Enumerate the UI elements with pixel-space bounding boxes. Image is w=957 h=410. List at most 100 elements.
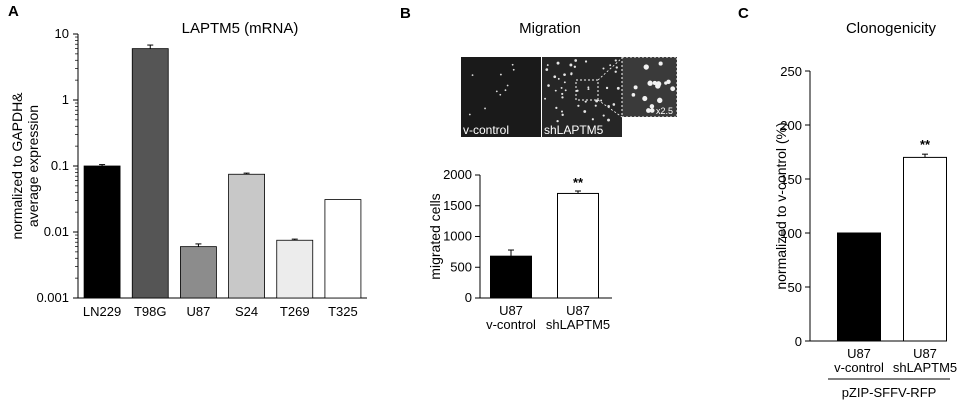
cell-dot xyxy=(609,64,612,67)
cell-dot xyxy=(646,108,651,113)
chart-b-bar xyxy=(490,255,532,299)
micrograph-shlaptm5-field xyxy=(542,57,622,137)
cell-dot xyxy=(605,86,609,90)
micrograph-zoom-line-top xyxy=(597,57,623,81)
chart-c-group-label: pZIP-SFFV-RFP xyxy=(842,385,937,400)
cell-dot xyxy=(563,73,566,77)
cell-dot xyxy=(573,65,577,68)
cell-dot xyxy=(574,59,578,62)
chart-a-bar xyxy=(276,239,314,299)
chart-c-significance: ** xyxy=(920,137,931,152)
cell-dot xyxy=(595,99,599,103)
cell-dot xyxy=(555,106,558,110)
chart-b-y-tick-label: 0 xyxy=(465,290,472,305)
cell-dot xyxy=(643,64,649,70)
chart-b-bar xyxy=(557,192,599,299)
chart-c-x-tick-label-line2: v-control xyxy=(834,360,884,375)
cell-dot xyxy=(615,66,618,69)
panel-letter-a: A xyxy=(8,3,19,20)
cell-dot xyxy=(577,104,580,107)
cell-dot xyxy=(657,97,663,104)
cell-dot xyxy=(556,61,560,65)
chart-c-bar xyxy=(903,156,947,342)
cell-dot xyxy=(561,96,564,99)
cell-dot xyxy=(631,93,636,97)
cell-dot xyxy=(546,64,549,66)
cell-dot xyxy=(607,118,610,122)
chart-b-x-tick-label-line2: v-control xyxy=(486,317,536,332)
cell-dot xyxy=(584,100,587,103)
chart-c-y-label: normalized to v-control (%) xyxy=(773,122,789,289)
cell-dot xyxy=(511,63,514,66)
cell-dot xyxy=(471,74,474,77)
chart-a-x-tick-label: U87 xyxy=(186,304,210,319)
cell-dot xyxy=(583,110,587,113)
chart-a-y-tick-label: 0.001 xyxy=(36,290,69,305)
micrograph-zoom-region xyxy=(575,79,599,101)
chart-a-y-tick-label: 0.01 xyxy=(44,224,69,239)
micrograph-zoom-field xyxy=(622,57,677,117)
cell-dot xyxy=(545,68,549,71)
cell-dot xyxy=(564,89,567,92)
panel-title-a: LAPTM5 (mRNA) xyxy=(181,20,299,37)
cell-dot xyxy=(591,118,594,121)
chart-a-bar xyxy=(180,246,217,299)
chart-a-x-tick-label: T98G xyxy=(134,304,167,319)
cell-dot xyxy=(499,93,502,96)
chart-b-y-tick-label: 1000 xyxy=(443,229,472,244)
chart-c-x-tick-label: U87 xyxy=(847,346,871,361)
cell-dot xyxy=(655,81,662,87)
cell-dot xyxy=(506,84,509,87)
cell-dot xyxy=(576,89,579,92)
chart-c-y-tick-label: 0 xyxy=(795,334,802,349)
chart-c-x-tick-label-line2: shLAPTM5 xyxy=(893,360,957,375)
micrograph-cells xyxy=(468,59,676,123)
panel-letter-b: B xyxy=(400,5,411,22)
micrograph-left-label: v-control xyxy=(463,123,509,137)
cell-dot xyxy=(499,73,502,76)
chart-a-y-tick-label: 1 xyxy=(62,92,69,107)
cell-dot xyxy=(512,68,515,71)
cell-dot xyxy=(649,104,655,109)
cell-dot xyxy=(484,107,486,110)
cell-dot xyxy=(504,89,507,92)
micrograph-right-label: shLAPTM5 xyxy=(544,123,604,137)
chart-c-y-tick-label: 200 xyxy=(780,118,802,133)
cell-dot xyxy=(587,88,590,91)
chart-b-x-tick-label-line2: shLAPTM5 xyxy=(546,317,610,332)
cell-dot xyxy=(569,63,573,67)
cell-dot xyxy=(612,103,616,106)
chart-b-x-tick-label: U87 xyxy=(566,303,590,318)
micrograph-zoom-line-bottom xyxy=(597,99,623,118)
cell-dot xyxy=(561,113,564,116)
cell-dot xyxy=(649,108,655,113)
micrograph-zoom-label: x2.5 xyxy=(656,106,673,116)
chart-a-y-label: normalized to GAPDH& xyxy=(9,92,25,240)
cell-dot xyxy=(495,90,498,93)
chart-c-x-tick-label: U87 xyxy=(913,346,937,361)
chart-a-x-tick-label: LN229 xyxy=(83,304,121,319)
chart-b-x-tick-label: U87 xyxy=(499,303,523,318)
chart-b-significance: ** xyxy=(573,175,584,190)
cell-dot xyxy=(554,89,557,92)
chart-c-y-tick-label: 50 xyxy=(788,280,802,295)
cell-dot xyxy=(557,77,560,80)
cell-dot xyxy=(544,97,547,100)
cell-dot xyxy=(570,73,573,76)
chart-a-y-tick-label: 10 xyxy=(55,26,69,41)
cell-dot xyxy=(633,85,638,90)
chart-a-bar xyxy=(131,48,169,299)
cell-dot xyxy=(547,84,550,87)
cell-dot xyxy=(561,110,564,113)
cell-dot xyxy=(560,86,563,89)
cell-dot xyxy=(614,70,617,73)
cell-dot xyxy=(600,99,603,102)
cell-dot xyxy=(584,60,588,63)
cell-dot xyxy=(561,92,564,96)
chart-a-x-tick-label: S24 xyxy=(235,304,258,319)
cell-dot xyxy=(670,86,676,92)
chart-a-bar xyxy=(324,199,362,299)
panel-title-c: Clonogenicity xyxy=(845,20,937,37)
chart-c-y-tick-label: 100 xyxy=(780,226,802,241)
